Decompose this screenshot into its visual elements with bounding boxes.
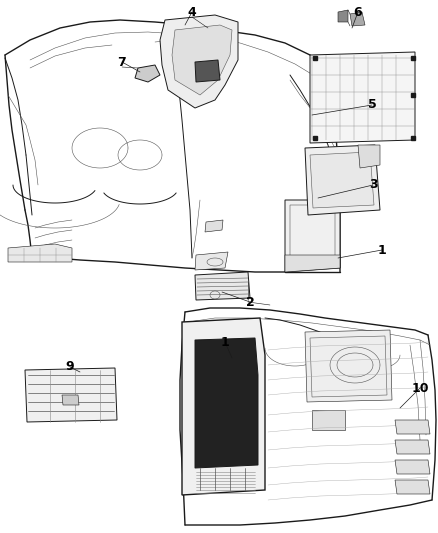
Polygon shape — [172, 25, 232, 95]
Text: 6: 6 — [354, 5, 362, 19]
Polygon shape — [395, 460, 430, 474]
Polygon shape — [312, 410, 345, 430]
Polygon shape — [285, 200, 340, 272]
Polygon shape — [62, 395, 79, 405]
Polygon shape — [8, 244, 72, 262]
Polygon shape — [305, 145, 380, 215]
Polygon shape — [310, 52, 415, 143]
Polygon shape — [135, 65, 160, 82]
Polygon shape — [195, 60, 220, 82]
Polygon shape — [310, 152, 374, 208]
Polygon shape — [205, 220, 223, 232]
Text: 9: 9 — [66, 360, 74, 374]
Polygon shape — [395, 420, 430, 434]
Polygon shape — [182, 318, 265, 495]
Polygon shape — [195, 338, 258, 468]
Polygon shape — [160, 15, 238, 108]
Polygon shape — [338, 10, 348, 22]
Polygon shape — [305, 330, 392, 402]
Polygon shape — [195, 252, 228, 270]
Text: 1: 1 — [221, 335, 230, 349]
Text: 7: 7 — [118, 55, 127, 69]
Polygon shape — [195, 272, 250, 300]
Polygon shape — [358, 145, 380, 168]
Polygon shape — [395, 440, 430, 454]
Text: 10: 10 — [411, 382, 429, 394]
Text: 2: 2 — [246, 295, 254, 309]
Polygon shape — [25, 368, 117, 422]
Polygon shape — [395, 480, 430, 494]
Text: 1: 1 — [378, 244, 386, 256]
Text: 4: 4 — [187, 5, 196, 19]
Polygon shape — [350, 12, 365, 26]
Text: 3: 3 — [369, 179, 377, 191]
Polygon shape — [285, 255, 340, 272]
Text: 5: 5 — [367, 99, 376, 111]
